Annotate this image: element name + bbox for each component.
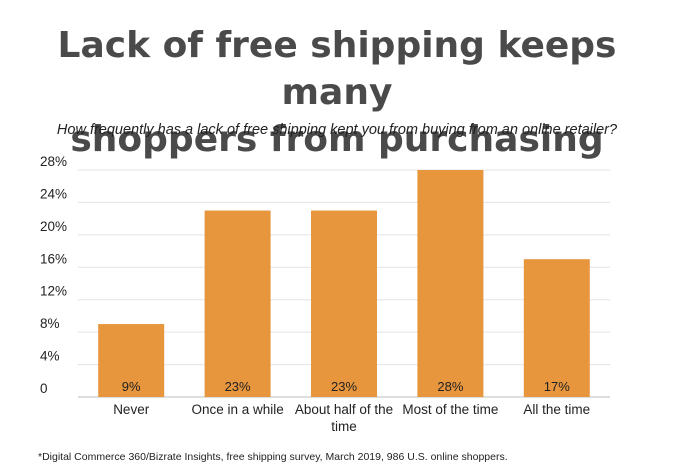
data-label: 9% [122, 379, 141, 394]
data-label: 28% [437, 379, 463, 394]
x-tick-label: All the time [523, 402, 590, 417]
y-tick-label: 4% [40, 349, 60, 364]
y-tick-label: 24% [40, 186, 67, 201]
data-label: 17% [544, 379, 570, 394]
chart-title: Lack of free shipping keeps many shopper… [0, 22, 674, 163]
bar [204, 210, 271, 397]
footnote: *Digital Commerce 360/Bizrate Insights, … [38, 451, 508, 463]
y-tick-label: 8% [40, 316, 60, 331]
bar [417, 170, 484, 397]
chart-title-line-2: shoppers from purchasing [70, 119, 604, 160]
y-tick-label: 16% [40, 251, 67, 266]
x-tick-label: Once in a while [191, 402, 283, 417]
y-tick-label: 20% [40, 219, 67, 234]
y-tick-label: 0 [40, 381, 48, 396]
x-tick-label: About half of the [295, 402, 393, 417]
x-tick-label: Never [113, 402, 150, 417]
bar [98, 324, 165, 397]
x-tick-label: time [331, 419, 357, 434]
x-tick-label: Most of the time [402, 402, 498, 417]
chart-subtitle: How frequently has a lack of free shippi… [56, 122, 618, 138]
data-label: 23% [225, 379, 251, 394]
bar [311, 210, 377, 397]
data-label: 23% [331, 379, 357, 394]
y-tick-label: 28% [40, 154, 67, 169]
y-tick-label: 12% [40, 284, 67, 299]
chart-title-line-1: Lack of free shipping keeps many [57, 25, 617, 113]
bar [523, 259, 590, 397]
